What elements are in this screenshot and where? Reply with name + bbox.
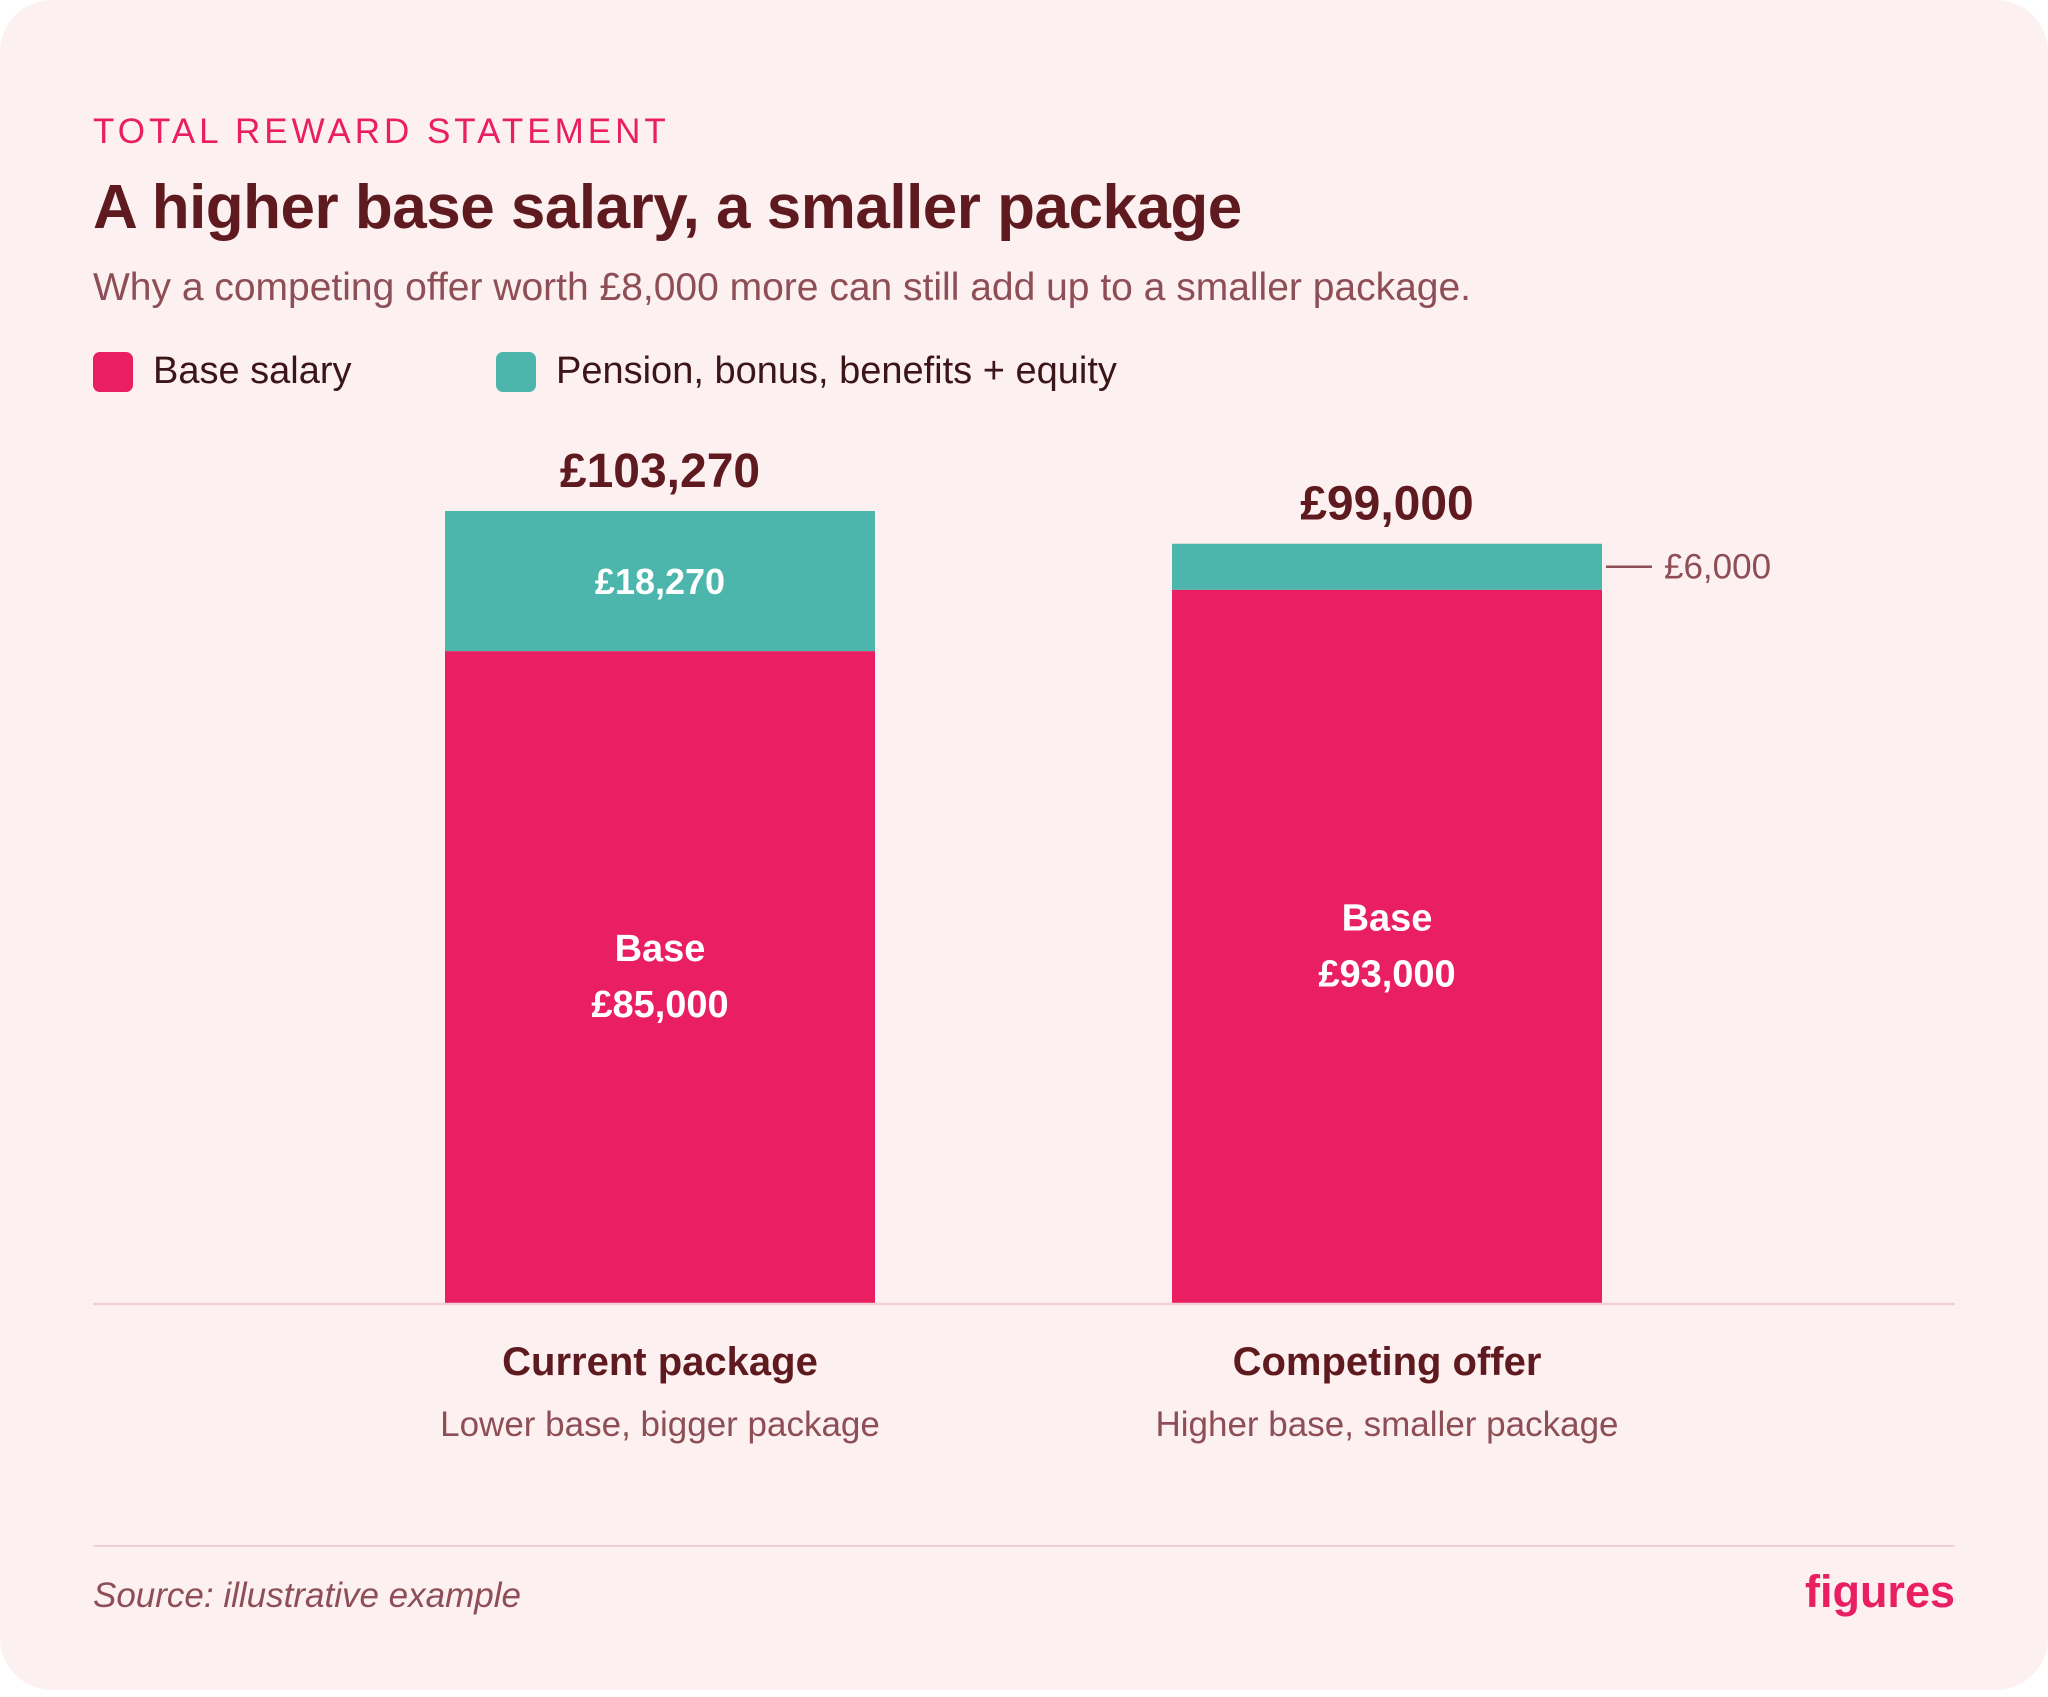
base-caption-1: Base [1342,897,1433,939]
footer-divider [93,1545,1955,1547]
base-value-label-1: £93,000 [1318,953,1455,995]
legend-swatch-base [93,351,133,392]
category-note-0: Lower base, bigger package [440,1405,880,1444]
source-note: Source: illustrative example [93,1576,521,1615]
brand-logo: figures [1804,1566,1955,1617]
bar-chart: Base £85,000 £18,270 £103,270 Current packag… [93,445,1955,1444]
eyebrow-label: TOTAL REWARD STATEMENT [93,112,670,151]
base-value-label-0: £85,000 [591,984,728,1026]
bar-extras-1 [1172,543,1602,590]
bar-extras-0 [445,511,875,652]
extras-value-label-0: £18,270 [595,561,725,602]
bar-base-1 [1172,589,1602,1303]
total-label-1: £99,000 [1300,478,1474,531]
bar-base-0 [445,651,875,1303]
chart-subtitle: Why a competing offer worth £8,000 more … [93,266,1472,309]
legend-label-base: Base salary [153,350,352,392]
category-note-1: Higher base, smaller package [1155,1405,1618,1444]
base-caption-0: Base [615,928,706,970]
legend-item-base: Base salary [93,350,352,393]
legend-item-extras: Pension, bonus, benefits + equity [496,350,1117,393]
legend-swatch-extras [496,351,536,392]
total-label-0: £103,270 [560,445,760,498]
chart-title: A higher base salary, a smaller package [93,173,1242,242]
extras-value-label-1: £6,000 [1664,548,1771,587]
legend-label-extras: Pension, bonus, benefits + equity [556,350,1117,392]
category-label-1: Competing offer [1233,1340,1542,1384]
category-label-0: Current package [502,1340,818,1384]
